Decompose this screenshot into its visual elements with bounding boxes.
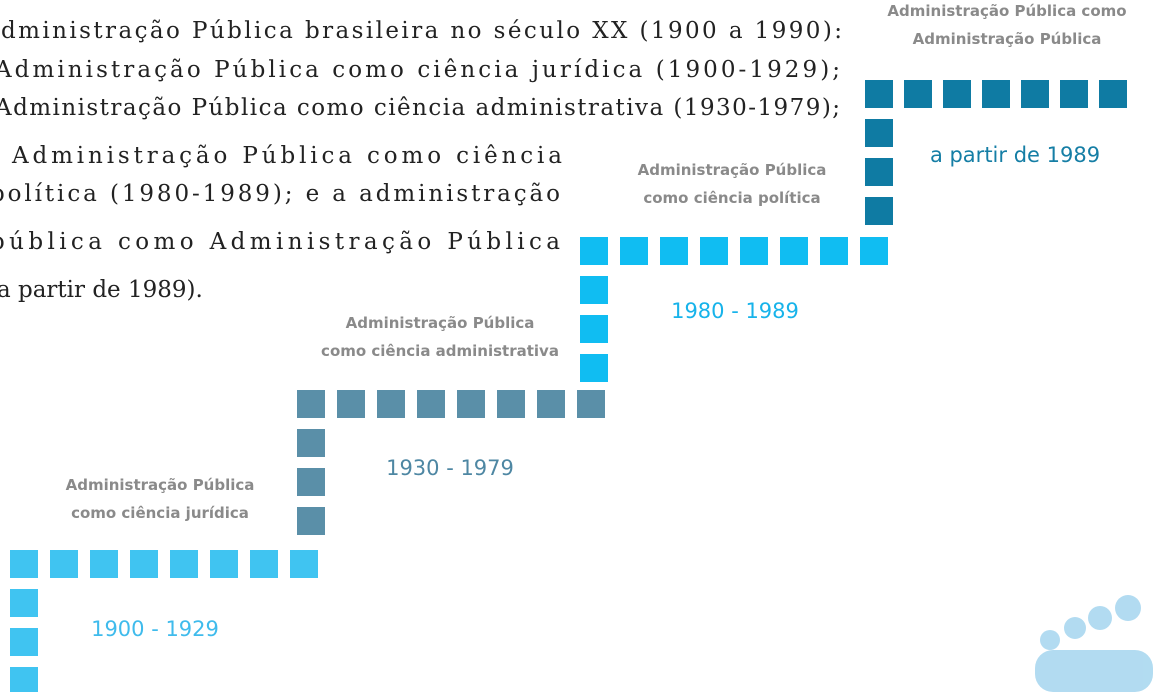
people-icon <box>1035 595 1153 692</box>
step-square <box>457 390 485 418</box>
step-square <box>865 80 893 108</box>
step-period: 1930 - 1979 <box>386 456 514 480</box>
step-square <box>740 237 768 265</box>
step-square <box>50 550 78 578</box>
step-square <box>377 390 405 418</box>
step-label: Administração Pública como <box>887 2 1126 20</box>
step-square <box>130 550 158 578</box>
step-square <box>982 80 1010 108</box>
paragraph-line: (a partir de 1989). <box>0 277 203 303</box>
paragraph-line: pública como Administração Pública <box>0 229 560 255</box>
step-period: 1980 - 1989 <box>671 299 799 323</box>
step-square <box>537 390 565 418</box>
step-square <box>660 237 688 265</box>
step-label: como ciência administrativa <box>321 342 559 360</box>
step-square <box>10 628 38 656</box>
step-square <box>1021 80 1049 108</box>
step-label: Administração Pública <box>638 161 827 179</box>
step-square <box>297 507 325 535</box>
paragraph-line: Administração Pública como ciência <box>11 143 562 169</box>
step-label: Administração Pública <box>346 314 535 332</box>
step-square <box>90 550 118 578</box>
step-period: 1900 - 1929 <box>91 617 219 641</box>
step-square <box>250 550 278 578</box>
step-label: como ciência jurídica <box>71 504 249 522</box>
step-square <box>337 390 365 418</box>
step-square <box>780 237 808 265</box>
step-square <box>10 550 38 578</box>
step-square <box>580 276 608 304</box>
step-square <box>700 237 728 265</box>
step-square <box>1099 80 1127 108</box>
step-square <box>865 119 893 147</box>
paragraph-line: política (1980-1989); e a administração <box>0 181 560 207</box>
step-square <box>860 237 888 265</box>
paragraph-line: Administração Pública como ciência admin… <box>0 95 840 121</box>
step-square <box>1060 80 1088 108</box>
slide: Administração Pública brasileira no sécu… <box>0 0 1153 692</box>
step-square <box>943 80 971 108</box>
step-square <box>820 237 848 265</box>
step-square <box>170 550 198 578</box>
step-square <box>577 390 605 418</box>
step-square <box>297 468 325 496</box>
step-square <box>865 158 893 186</box>
paragraph-line: Administração Pública como ciência juríd… <box>0 57 840 83</box>
step-square <box>497 390 525 418</box>
step-square <box>865 197 893 225</box>
step-square <box>904 80 932 108</box>
step-label: como ciência política <box>643 189 820 207</box>
step-square <box>297 429 325 457</box>
step-square <box>297 390 325 418</box>
step-square <box>10 667 38 692</box>
step-square <box>580 237 608 265</box>
paragraph-line: Administração Pública brasileira no sécu… <box>0 18 842 44</box>
step-square <box>620 237 648 265</box>
step-square <box>417 390 445 418</box>
step-label: Administração Pública <box>66 476 255 494</box>
step-square <box>580 315 608 343</box>
step-square <box>290 550 318 578</box>
step-square <box>10 589 38 617</box>
step-period: a partir de 1989 <box>930 143 1100 167</box>
step-label: Administração Pública <box>913 30 1102 48</box>
step-square <box>210 550 238 578</box>
step-square <box>580 354 608 382</box>
